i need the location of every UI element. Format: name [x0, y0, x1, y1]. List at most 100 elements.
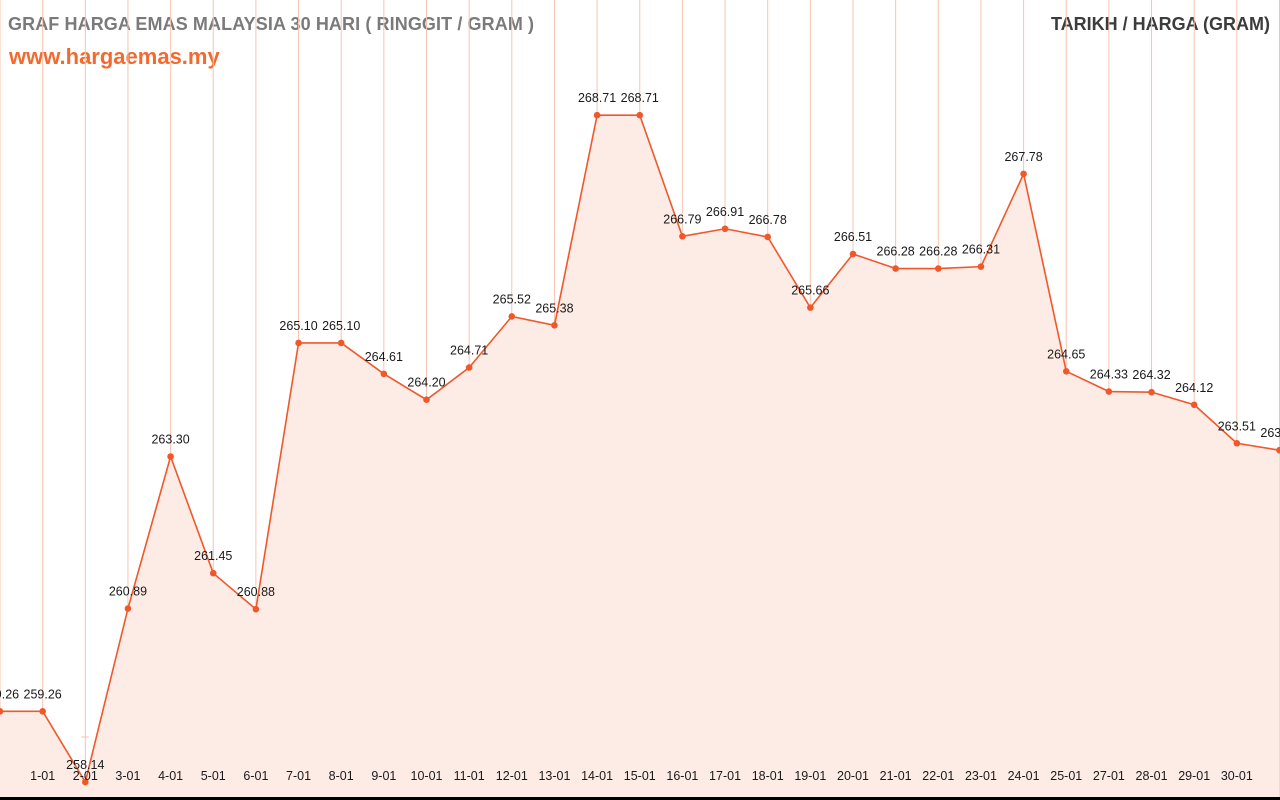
data-point: [295, 339, 302, 347]
x-tick-label: 4-01: [158, 769, 183, 783]
data-label: 268.71: [578, 91, 616, 105]
data-point: [593, 111, 601, 119]
x-tick-label: 9-01: [371, 769, 396, 783]
data-label: 265.66: [791, 284, 829, 298]
data-point: [124, 605, 132, 612]
x-tick-label: 30-01: [1221, 769, 1253, 783]
site-link[interactable]: www.hargaemas.my: [9, 44, 220, 69]
data-label: 264.20: [407, 376, 445, 390]
data-point: [337, 339, 345, 347]
x-tick-label: 7-01: [286, 769, 311, 783]
data-point: [380, 370, 388, 378]
data-label: 264.12: [1175, 381, 1213, 395]
x-axis-ticks: 1-01 2-01 3-01 4-01 5-01 6-01 7-01 8-01 9-01 10-0…: [30, 769, 1253, 783]
data-point: [1190, 401, 1198, 409]
data-point: [209, 569, 217, 577]
data-point: [935, 265, 942, 272]
x-tick-label: 29-01: [1178, 769, 1210, 783]
x-tick-label: 10-01: [411, 769, 443, 783]
x-tick-label: 1-01: [30, 769, 55, 783]
data-point: [892, 265, 899, 272]
data-point: [0, 708, 4, 715]
data-point: [82, 778, 89, 786]
area-fill-shape: [0, 115, 1280, 800]
x-tick-label: 16-01: [666, 769, 698, 783]
x-tick-label: 24-01: [1008, 769, 1040, 783]
x-tick-label: 23-01: [965, 769, 997, 783]
data-point: [849, 250, 857, 258]
x-tick-label: 21-01: [880, 769, 912, 783]
data-label: 263.51: [1218, 419, 1256, 433]
x-tick-label: 25-01: [1050, 769, 1082, 783]
data-label: 266.28: [877, 245, 915, 259]
x-tick-label: 2-01: [73, 769, 98, 783]
x-tick-label: 5-01: [201, 769, 226, 783]
data-point: [679, 233, 686, 240]
data-point: [977, 263, 985, 270]
data-point: [465, 364, 473, 371]
data-label: 263.30: [151, 433, 189, 447]
data-point: [1062, 368, 1070, 375]
data-points: [0, 111, 1280, 786]
data-label: 264.65: [1047, 347, 1085, 361]
data-point: [721, 225, 729, 233]
data-label: 265.10: [279, 319, 317, 333]
x-tick-label: 15-01: [624, 769, 656, 783]
x-tick-label: 12-01: [496, 769, 528, 783]
x-tick-label: 17-01: [709, 769, 741, 783]
x-tick-label: 20-01: [837, 769, 869, 783]
x-tick-label: 11-01: [454, 769, 485, 783]
x-tick-label: 6-01: [243, 769, 268, 783]
data-label: 266.51: [834, 230, 872, 244]
data-point: [1148, 388, 1155, 396]
data-label: 264.71: [450, 344, 488, 358]
data-label: 268.71: [621, 91, 659, 105]
data-label: 266.31: [962, 243, 1000, 257]
chart-title: GRAF HARGA EMAS MALAYSIA 30 HARI ( RINGG…: [8, 14, 535, 34]
x-tick-label: 27-01: [1093, 769, 1125, 783]
data-label: 264.32: [1132, 368, 1170, 382]
x-tick-label: 3-01: [115, 769, 140, 783]
data-label: 264.61: [365, 350, 403, 364]
data-label: 264.33: [1090, 368, 1128, 382]
legend-label: TARIKH / HARGA (GRAM): [1051, 14, 1270, 34]
data-point: [1276, 446, 1280, 454]
x-tick-label: 22-01: [922, 769, 954, 783]
x-tick-label: 13-01: [538, 769, 570, 783]
data-point: [1020, 170, 1027, 178]
data-label: 259.26: [24, 687, 62, 701]
data-label: 265.52: [493, 292, 531, 306]
data-labels: 259.26 259.26 258.14 260.89 263.30 261.45 260.…: [0, 91, 1280, 772]
x-tick-label: 19-01: [794, 769, 826, 783]
bottom-edge: [0, 797, 1280, 800]
data-label: 263.40: [1260, 426, 1280, 440]
x-tick-label: 18-01: [752, 769, 784, 783]
data-point: [39, 708, 46, 715]
data-point: [423, 396, 430, 404]
data-label: 266.28: [919, 245, 957, 259]
area-fill: [0, 115, 1280, 800]
data-label: 266.79: [663, 212, 701, 226]
data-label: 261.45: [194, 549, 232, 563]
data-point: [508, 313, 516, 320]
data-label: 260.89: [109, 585, 147, 599]
data-label: 265.10: [322, 319, 360, 333]
data-point: [167, 453, 174, 460]
x-tick-label: 28-01: [1136, 769, 1168, 783]
data-point: [252, 605, 260, 613]
data-point: [636, 111, 644, 119]
data-label: 266.91: [706, 205, 744, 219]
data-point: [764, 233, 771, 241]
data-label: 267.78: [1004, 150, 1042, 164]
data-point: [551, 321, 558, 329]
data-label: 259.26: [0, 687, 19, 701]
data-label: 258.14: [66, 758, 104, 772]
data-point: [1105, 388, 1113, 395]
data-point: [1233, 439, 1241, 447]
data-label: 260.88: [237, 585, 275, 599]
data-label: 266.78: [749, 213, 787, 227]
x-tick-label: 8-01: [329, 769, 354, 783]
data-point: [807, 304, 814, 311]
x-tick-label: 14-01: [581, 769, 613, 783]
